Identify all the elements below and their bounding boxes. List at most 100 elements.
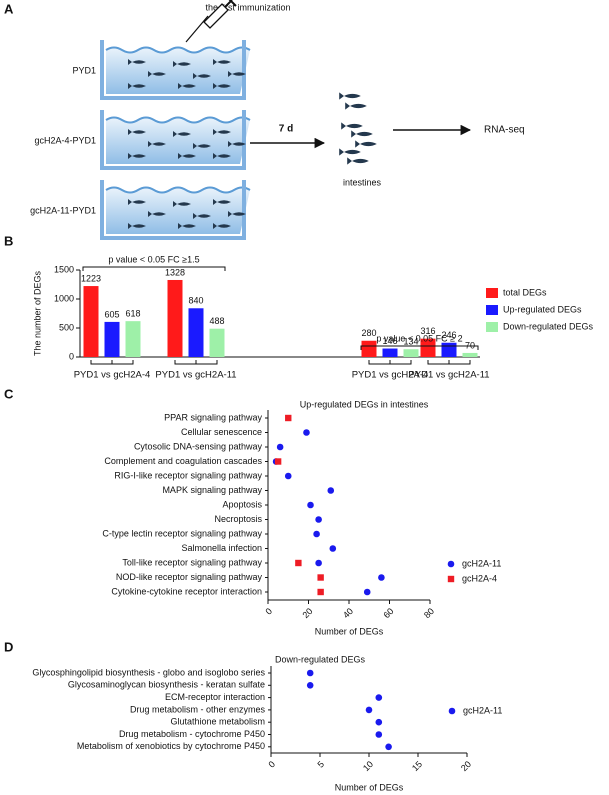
legend-marker (447, 560, 455, 568)
group-bracket (90, 360, 134, 365)
legend-label: total DEGs (503, 287, 547, 297)
point (276, 443, 284, 451)
legend-label: gcH2A-4 (462, 573, 497, 583)
legend-label: gcH2A-11 (462, 558, 501, 568)
value-label: 146 (382, 336, 397, 346)
bar (104, 321, 120, 357)
y-tick-label: NOD-like receptor signaling pathway (116, 572, 263, 582)
fish (228, 211, 246, 217)
fish (128, 199, 146, 205)
panel-letter: B (4, 233, 13, 248)
fish (345, 102, 367, 110)
y-tick-label: Metabolism of xenobiotics by cytochrome … (77, 741, 265, 751)
y-tick-label: Drug metabolism - other enzymes (130, 704, 266, 714)
fish (193, 73, 211, 79)
point (317, 588, 324, 596)
bar (125, 321, 141, 357)
fish (148, 211, 166, 217)
point (306, 669, 314, 677)
value-label: 70 (465, 340, 475, 350)
fish (341, 122, 363, 130)
value-label: 618 (125, 309, 140, 319)
chart-title: Up-regulated DEGs in intestines (300, 399, 429, 409)
fish (351, 130, 373, 138)
fish (213, 199, 231, 205)
point (307, 501, 314, 509)
x-tick-label: PYD1 vs gcH2A-4 (74, 370, 151, 381)
fish (228, 71, 246, 77)
x-tick-label: 80 (422, 606, 436, 620)
y-tick-label: Salmonella infection (181, 543, 262, 553)
point (327, 487, 335, 494)
legend-swatch (486, 305, 498, 315)
fish (228, 141, 246, 147)
x-tick-label: 15 (410, 759, 424, 773)
y-tick-label: Apoptosis (222, 499, 262, 509)
value-label: 280 (361, 328, 376, 338)
fish (347, 157, 369, 165)
x-tick-label: PYD1 vs gcH2A-11 (408, 370, 489, 381)
point (315, 559, 322, 567)
y-tick-label: Glycosaminoglycan biosynthesis - keratan… (68, 680, 265, 690)
panel-letter: C (4, 386, 14, 401)
annotation-bracket (82, 266, 226, 271)
point (306, 682, 314, 689)
value-label: 488 (209, 316, 224, 326)
fish (355, 140, 377, 148)
x-tick-label: PYD1 vs gcH2A-11 (155, 370, 236, 381)
fish (213, 59, 231, 65)
annotation: p value < 0.05 FC ≥ 2 (376, 333, 462, 343)
legend-marker (448, 707, 456, 715)
fish (128, 59, 146, 65)
group-bracket (174, 360, 218, 365)
y-tick-label: Glutathione metabolism (170, 717, 265, 727)
fish (213, 153, 231, 159)
tissue-label: intestines (343, 177, 382, 187)
fish (173, 131, 191, 137)
tank-water (106, 187, 250, 234)
point (363, 588, 371, 596)
bar (382, 348, 398, 357)
y-tick-label: PPAR signaling pathway (164, 412, 262, 422)
fish (173, 61, 191, 67)
point (317, 574, 324, 581)
point (295, 559, 302, 567)
fish (178, 223, 196, 229)
point (375, 694, 383, 701)
tank-water (106, 47, 250, 94)
y-tick-label: Cellular senescence (181, 427, 262, 437)
bar (403, 349, 419, 357)
y-tick-label: ECM-receptor interaction (165, 692, 265, 702)
y-tick-label: Drug metabolism - cytochrome P450 (119, 729, 265, 739)
x-axis-label: Number of DEGs (315, 626, 384, 636)
fish (128, 83, 146, 89)
y-tick-label: Cytosolic DNA-sensing pathway (134, 441, 263, 451)
fish (128, 153, 146, 159)
tank-wave (105, 116, 251, 124)
point (375, 731, 383, 738)
tank-wave (105, 186, 251, 194)
bar (420, 338, 436, 357)
group-bracket (368, 360, 412, 365)
fish (128, 129, 146, 135)
tank-wall (100, 180, 246, 240)
group-label: gcH2A-4-PYD1 (34, 135, 96, 145)
value-label: 605 (104, 309, 119, 319)
fish (193, 143, 211, 149)
point (313, 530, 320, 538)
x-tick-label: 0 (266, 759, 277, 770)
group-label: PYD1 (72, 65, 96, 75)
fish (339, 148, 361, 156)
bar (441, 342, 457, 357)
annotation: p value < 0.05 FC ≥1.5 (108, 254, 199, 264)
point (375, 718, 383, 726)
duration-label: 7 d (279, 124, 293, 135)
y-tick-label: Complement and coagulation cascades (104, 456, 262, 466)
y-tick-label: Necroptosis (214, 514, 262, 524)
tank-wall (100, 110, 246, 170)
y-tick-label: 1000 (54, 293, 74, 303)
group-bracket (427, 360, 471, 365)
group-label: gcH2A-11-PYD1 (30, 205, 96, 215)
x-tick-label: 60 (381, 606, 395, 620)
